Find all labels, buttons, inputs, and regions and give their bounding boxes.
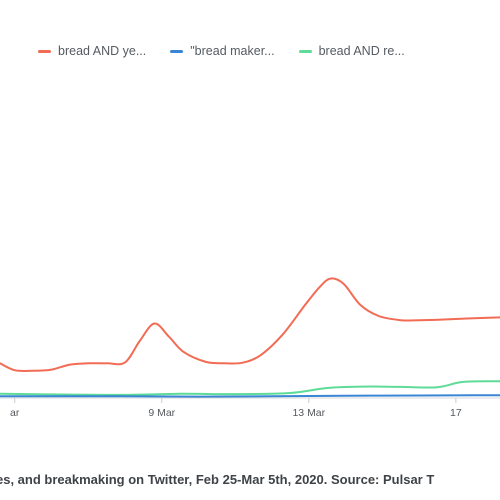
legend-swatch-bread-yeast bbox=[38, 49, 51, 53]
series-layer bbox=[0, 277, 500, 398]
legend-label-bread-yeast: bread AND ye... bbox=[58, 44, 147, 58]
legend-item-bread-yeast[interactable]: bread AND ye... bbox=[38, 44, 146, 58]
x-tick-label: 9 Mar bbox=[148, 407, 175, 419]
chart-legend: bread AND ye... "bread maker... bread AN… bbox=[38, 44, 429, 58]
chart-caption: es, and breakmaking on Twitter, Feb 25-M… bbox=[0, 472, 435, 487]
line-chart: ar 9 Mar 13 Mar 17 bbox=[0, 277, 500, 419]
series-line-bread-yeast[interactable] bbox=[0, 277, 500, 372]
legend-label-bread-maker: "bread maker... bbox=[190, 44, 275, 58]
legend-swatch-bread-recipe bbox=[298, 49, 312, 53]
x-tick-label: 17 bbox=[450, 407, 462, 419]
series-line-bread-maker[interactable] bbox=[0, 394, 500, 398]
legend-item-bread-maker[interactable]: "bread maker... bbox=[170, 44, 275, 58]
series-line-bread-recipe[interactable] bbox=[0, 380, 500, 396]
legend-swatch-bread-maker bbox=[170, 49, 184, 53]
x-tick-label: ar bbox=[10, 407, 20, 419]
x-axis-ticks: ar 9 Mar 13 Mar 17 bbox=[10, 398, 462, 419]
legend-label-bread-recipe: bread AND re... bbox=[318, 44, 405, 58]
x-tick-label: 13 Mar bbox=[292, 407, 325, 419]
legend-item-bread-recipe[interactable]: bread AND re... bbox=[298, 44, 405, 58]
